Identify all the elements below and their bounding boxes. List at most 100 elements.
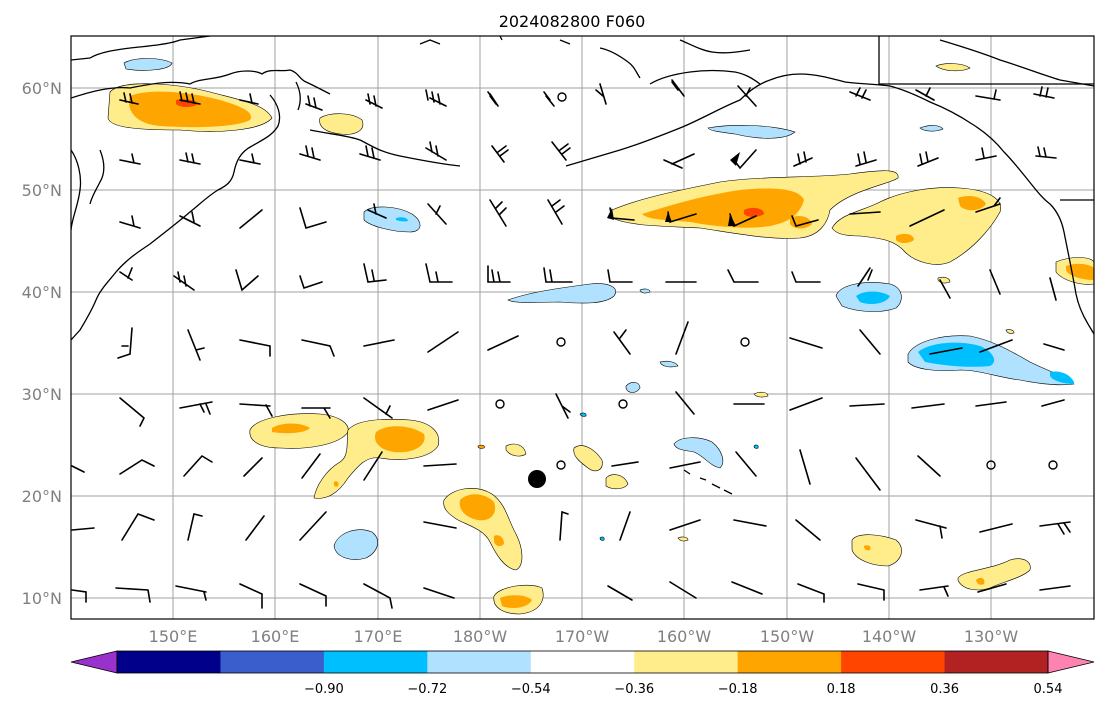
wind-barb [299,207,327,229]
wind-barb [1043,343,1065,351]
wind-barb [299,145,321,161]
colorbar-tick-label: 0.54 [1034,682,1063,697]
wind-barb [619,511,631,541]
wind-barb-flag [665,212,672,222]
negative-anomaly-region [579,412,587,417]
colorbar-segment [220,651,325,673]
wind-barb [731,581,763,595]
wind-barb [427,399,459,411]
positive-anomaly-region [459,494,496,521]
wind-barb [119,267,133,281]
wind-barb [1049,277,1057,301]
wind-barb [427,203,447,225]
colorbar-tick-label: 0.18 [827,682,856,697]
positive-anomaly-region [374,426,425,453]
wind-barb [849,403,885,407]
coastline [878,36,1094,85]
wind-barb [423,521,457,529]
wind-barb [71,527,95,531]
wind-barb [669,581,697,599]
wind-barb [301,407,331,419]
negative-anomaly-region [1050,371,1074,384]
lon-tick-label: 180°W [453,627,508,646]
wind-barb [175,585,207,601]
wind-barb [559,510,569,541]
calm-wind-circle [740,337,750,347]
wind-barb [859,329,881,355]
wind-barb [727,269,759,283]
gridlines [71,36,1094,619]
wind-barb [791,271,821,283]
colorbar-extend-min [70,650,118,674]
coastline [599,47,641,79]
lon-tick-label: 150°E [149,627,198,646]
storm-center-marker [528,470,546,488]
wind-barb [1035,146,1057,159]
coastline [295,81,301,111]
negative-anomaly-region [363,206,421,233]
wind-barb [1039,521,1071,535]
wind-barb [359,145,381,161]
wind-barb [425,263,453,283]
wind-barb [989,269,1001,295]
wind-barb [363,263,387,283]
colorbar-tick-label: −0.36 [614,682,654,697]
latitude-labels: 60°N 50°N 40°N 30°N 20°N 10°N [22,79,62,608]
positive-anomaly-region [935,63,971,72]
wind-barb [919,585,949,597]
coastline [71,36,211,61]
wind-barb [121,513,155,541]
positive-anomaly-region [976,577,985,585]
wind-barb [849,87,871,101]
wind-barb [299,511,327,541]
negative-anomaly-region [753,444,759,449]
calm-wind-circle [986,460,996,470]
colorbar-tick-label: 0.36 [930,682,959,697]
wind-barb [119,215,141,229]
wind-barb [975,197,1001,213]
colorbar-segment [634,651,739,673]
lat-tick-label: 10°N [22,589,62,608]
positive-anomaly-region [958,196,986,211]
wind-barb [733,519,767,527]
calm-wind-circle [556,337,566,347]
map-frame [70,35,1095,620]
wind-barb [187,329,205,361]
negative-anomaly-region [123,58,173,71]
wind-barb [239,583,263,609]
positive-anomaly-region [505,443,527,457]
wind-barb [795,519,821,541]
wind-barb [789,397,823,411]
lon-tick-label: 150°W [760,627,815,646]
positive-anomaly-region [605,474,629,490]
negative-anomaly-region [625,382,641,393]
positive-anomaly-region [494,535,504,547]
wind-barb [547,199,565,225]
wind-barb [663,153,695,169]
wind-barb [365,93,383,109]
coastlines [71,36,1094,495]
colorbar-segment [427,651,532,673]
coastline [679,39,751,54]
wind-barb [929,347,963,355]
colorbar-segment [117,651,221,673]
negative-anomaly-region [396,217,408,222]
wind-barb-flag [730,152,740,166]
wind-barb [855,457,881,491]
wind-barb [797,583,825,603]
wind-barb [911,403,945,409]
wind-barb [793,151,813,167]
calm-markers [495,92,1058,470]
wind-barb [909,209,945,227]
wind-barb [117,327,133,359]
colorbar: −0.90−0.72−0.54−0.36−0.180.180.360.540.7… [70,650,1095,697]
wind-barb [179,91,201,105]
colorbar-tick-label: −0.72 [407,682,447,697]
colorbar-outline [116,650,1049,674]
positive-anomaly-region [831,187,1001,265]
wind-barb [179,152,201,165]
positive-anomaly-region [744,207,764,217]
wind-barb [245,515,265,541]
wind-barb [979,523,1013,533]
positive-anomaly-region [477,444,485,449]
